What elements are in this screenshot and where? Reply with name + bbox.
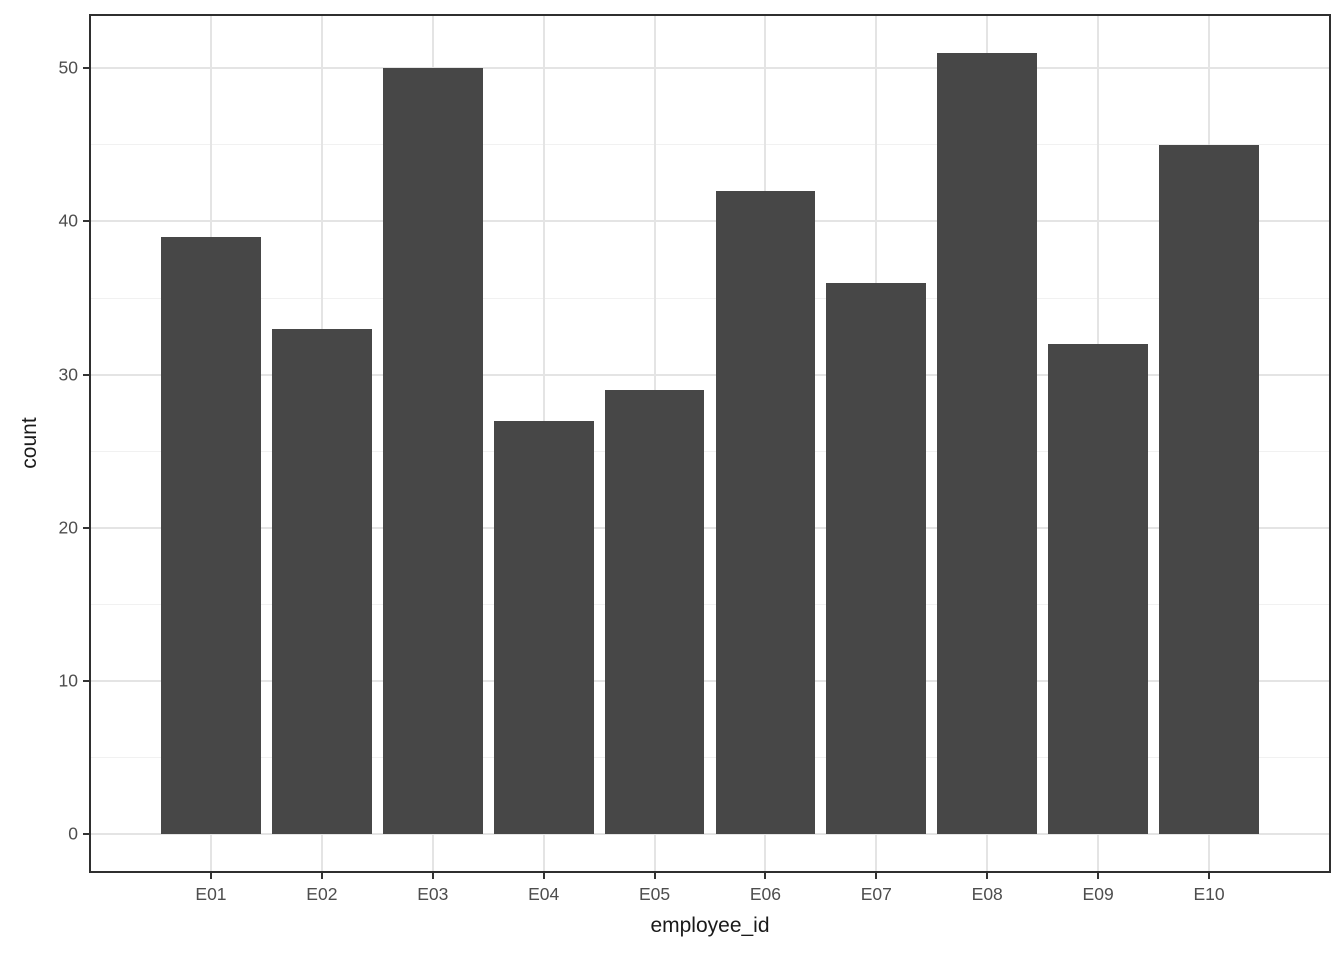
bar-E02 bbox=[271, 328, 372, 834]
y-tick-label-50: 50 bbox=[58, 57, 78, 78]
bar-E10 bbox=[1159, 144, 1259, 834]
y-tick-label-10: 10 bbox=[58, 670, 78, 691]
x-tick-E10 bbox=[1208, 873, 1211, 879]
x-tick-E06 bbox=[764, 873, 767, 879]
x-tick-E03 bbox=[431, 873, 434, 879]
gridline-minor-y-5 bbox=[89, 756, 1331, 758]
gridline-major-y-50 bbox=[89, 67, 1331, 70]
y-tick-50 bbox=[83, 67, 89, 70]
x-tick-E07 bbox=[875, 873, 878, 879]
y-tick-label-20: 20 bbox=[58, 516, 78, 537]
x-tick-E08 bbox=[986, 873, 989, 879]
gridline-minor-y-15 bbox=[89, 603, 1331, 605]
y-tick-20 bbox=[83, 526, 89, 529]
x-tick-label-E09: E09 bbox=[1082, 884, 1114, 904]
x-tick-label-E02: E02 bbox=[306, 884, 338, 904]
bar-E03 bbox=[382, 68, 483, 834]
x-tick-label-E01: E01 bbox=[195, 884, 227, 904]
x-tick-label-E08: E08 bbox=[971, 884, 1003, 904]
plot-panel bbox=[89, 14, 1331, 873]
bar-E06 bbox=[715, 190, 816, 834]
x-tick-E02 bbox=[320, 873, 323, 879]
x-tick-label-E10: E10 bbox=[1193, 884, 1225, 904]
x-tick-E05 bbox=[653, 873, 656, 879]
x-tick-label-E05: E05 bbox=[638, 884, 671, 904]
y-tick-label-0: 0 bbox=[68, 823, 78, 844]
y-tick-30 bbox=[83, 373, 89, 376]
x-tick-label-E06: E06 bbox=[749, 884, 782, 904]
y-tick-0 bbox=[83, 832, 89, 835]
bar-E04 bbox=[493, 420, 594, 834]
x-tick-E09 bbox=[1097, 873, 1100, 879]
x-tick-label-E03: E03 bbox=[417, 884, 449, 904]
gridline-major-y-20 bbox=[89, 526, 1331, 529]
bar-E08 bbox=[937, 53, 1038, 834]
y-tick-label-40: 40 bbox=[58, 210, 78, 231]
gridline-minor-y-35 bbox=[89, 297, 1331, 299]
bar-E07 bbox=[826, 282, 927, 834]
bar-E09 bbox=[1048, 344, 1149, 834]
gridline-major-y-30 bbox=[89, 373, 1331, 376]
gridline-major-y-10 bbox=[89, 679, 1331, 682]
gridline-major-y-0 bbox=[89, 832, 1331, 835]
y-tick-40 bbox=[83, 220, 89, 223]
y-tick-10 bbox=[83, 679, 89, 682]
x-axis-title: employee_id bbox=[650, 914, 770, 937]
bar-E05 bbox=[604, 389, 705, 834]
x-tick-E01 bbox=[209, 873, 212, 879]
x-tick-E04 bbox=[542, 873, 545, 879]
bar-E01 bbox=[161, 236, 261, 834]
gridline-minor-y-25 bbox=[89, 450, 1331, 452]
gridline-major-y-40 bbox=[89, 220, 1331, 223]
y-axis-title: count bbox=[18, 417, 41, 469]
x-tick-label-E04: E04 bbox=[528, 884, 560, 904]
gridline-minor-y-45 bbox=[89, 144, 1331, 146]
x-tick-label-E07: E07 bbox=[860, 884, 892, 904]
y-tick-label-30: 30 bbox=[58, 363, 78, 384]
